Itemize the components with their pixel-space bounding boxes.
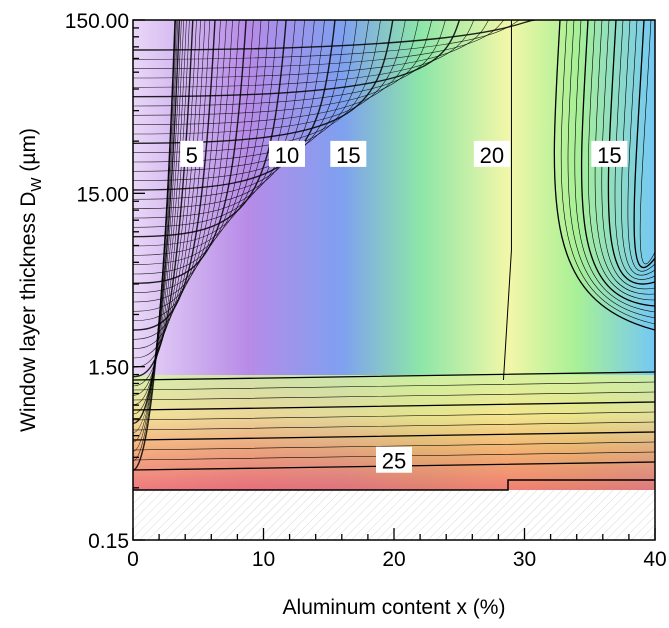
x-axis: 0 10 20 30 40 [127, 528, 667, 571]
y-tick-label: 1.50 [88, 357, 129, 380]
y-axis-title: Window layer thickness DW (µm) [17, 128, 45, 432]
contour-label: 5 [186, 143, 198, 168]
x-axis-title: Aluminum content x (%) [283, 596, 506, 619]
region-boundary [133, 479, 655, 491]
x-tick-label: 40 [643, 548, 666, 571]
contour-label: 25 [382, 449, 406, 474]
contour-labels: 5 10 15 20 15 25 [180, 140, 628, 474]
contour-label-bg [376, 446, 412, 473]
contour-label: 10 [275, 143, 299, 168]
contour-lines [133, 20, 655, 471]
x-tick-label: 30 [513, 548, 536, 571]
y-axis: 0.15 1.50 15.00 150.00 [65, 10, 145, 553]
x-tick-label: 0 [127, 548, 139, 571]
y-tick-label: 150.00 [65, 10, 129, 33]
y-tick-label: 15.00 [76, 183, 129, 206]
x-tick-label: 10 [252, 548, 275, 571]
contour-label-bg [473, 140, 510, 167]
contour-label-bg [330, 140, 367, 167]
y-tick-label: 0.15 [88, 530, 129, 553]
contour-label-bg [268, 140, 305, 167]
contour-label-bg [591, 140, 628, 167]
contour-label: 20 [480, 143, 504, 168]
contour-label: 15 [597, 143, 621, 168]
contour-label: 15 [336, 143, 360, 168]
x-tick-label: 20 [382, 548, 405, 571]
contour-label-bg [180, 140, 204, 167]
